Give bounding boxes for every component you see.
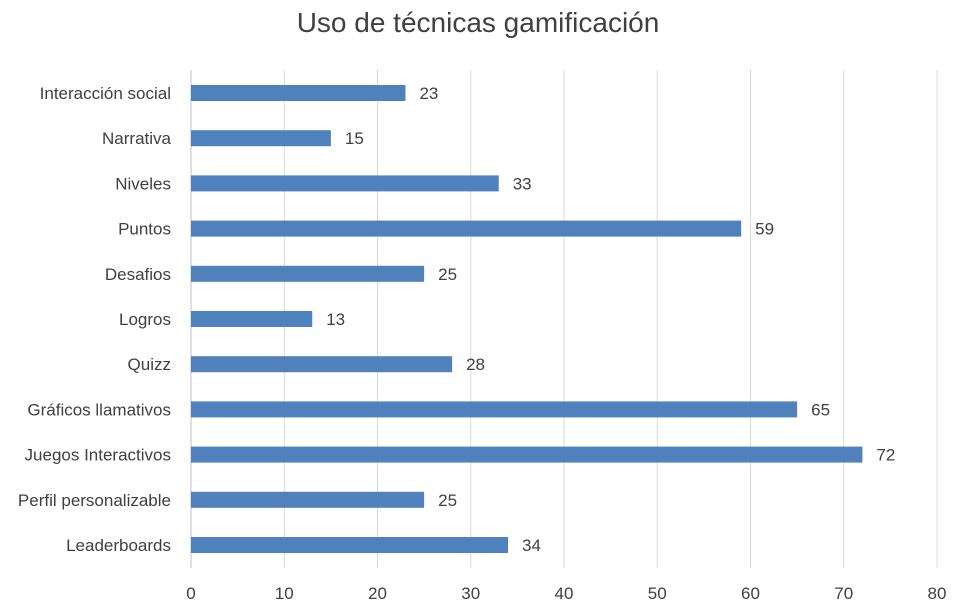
data-label: 28 [466, 355, 485, 374]
data-label: 13 [326, 310, 345, 329]
x-tick-label: 40 [555, 584, 574, 603]
x-axis-ticks: 0 10 20 30 40 50 60 70 80 [186, 584, 946, 603]
bar-logros [191, 311, 313, 327]
bar-perfil-personalizable [191, 491, 425, 508]
x-tick-label: 50 [648, 584, 667, 603]
data-label: 72 [876, 446, 895, 465]
x-tick-label: 80 [928, 584, 947, 603]
data-label: 33 [513, 174, 532, 193]
bars [191, 85, 863, 553]
category-label: Juegos Interactivos [25, 446, 171, 465]
category-label: Leaderboards [66, 536, 171, 555]
bar-leaderboards [191, 537, 509, 553]
bar-puntos [191, 220, 742, 237]
data-label: 65 [811, 400, 830, 419]
bar-narrativa [191, 130, 331, 147]
data-label: 15 [345, 129, 364, 148]
bar-quizz [191, 356, 453, 373]
x-tick-label: 10 [275, 584, 294, 603]
gridlines [190, 70, 938, 568]
bar-niveles [191, 175, 499, 192]
category-label: Perfil personalizable [18, 491, 171, 510]
category-label: Puntos [118, 220, 171, 239]
data-label: 25 [438, 265, 457, 284]
x-tick-label: 20 [368, 584, 387, 603]
category-labels: Interacción social Narrativa Niveles Puntos… [18, 84, 172, 555]
data-labels: 23 15 33 59 25 13 28 65 72 25 34 [326, 84, 895, 555]
bar-gr-ficos-llamativos [191, 401, 798, 418]
category-label: Gráficos llamativos [27, 400, 171, 419]
data-label: 23 [419, 84, 438, 103]
bar-interacci-n-social [191, 85, 406, 101]
category-label: Interacción social [40, 84, 171, 103]
bar-desafios [191, 265, 425, 282]
category-label: Logros [119, 310, 171, 329]
x-tick-label: 0 [186, 584, 195, 603]
data-label: 59 [755, 220, 774, 239]
bar-juegos-interactivos [191, 446, 863, 463]
category-label: Quizz [128, 355, 171, 374]
data-label: 25 [438, 491, 457, 510]
x-tick-label: 60 [741, 584, 760, 603]
data-label: 34 [522, 536, 541, 555]
x-tick-label: 30 [461, 584, 480, 603]
x-tick-label: 70 [834, 584, 853, 603]
category-label: Desafios [105, 265, 171, 284]
category-label: Narrativa [102, 129, 172, 148]
category-label: Niveles [115, 174, 171, 193]
chart-title: Uso de técnicas gamificación [297, 7, 660, 38]
